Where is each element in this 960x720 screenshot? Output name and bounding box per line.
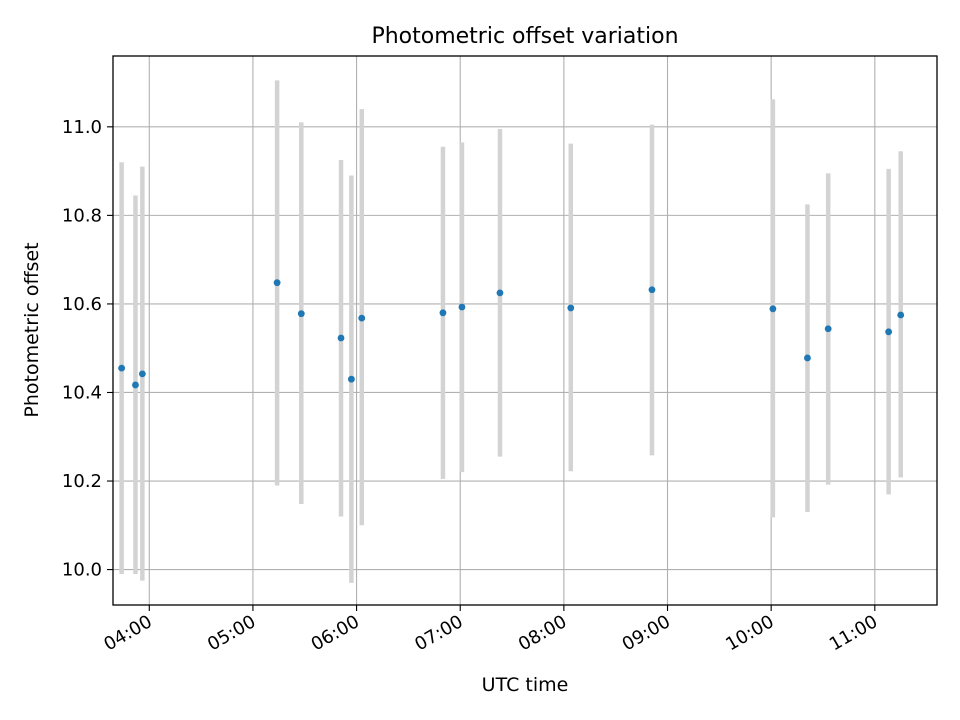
y-tick-label: 10.6 <box>62 294 102 315</box>
plot-frame <box>112 55 938 606</box>
data-point <box>297 310 305 318</box>
data-point <box>132 381 139 389</box>
data-point <box>824 325 832 333</box>
data-point <box>347 375 355 383</box>
y-tick-label: 10.0 <box>62 560 102 581</box>
data-point <box>769 305 777 313</box>
data-point <box>648 286 656 294</box>
y-tick-label: 10.8 <box>62 205 102 226</box>
data-point <box>458 303 466 311</box>
data-point <box>567 304 575 312</box>
data-point <box>337 334 345 342</box>
plot-area <box>112 55 938 606</box>
chart-title: Photometric offset variation <box>371 24 678 49</box>
data-point <box>118 364 126 372</box>
x-axis-label: UTC time <box>482 674 569 696</box>
y-tick-label: 10.2 <box>62 471 102 492</box>
data-point <box>138 370 146 378</box>
data-point <box>804 354 811 362</box>
y-tick-label: 10.4 <box>62 382 102 403</box>
y-axis-label: Photometric offset <box>21 242 43 417</box>
data-point <box>358 314 366 322</box>
y-tick-label: 11.0 <box>62 117 102 138</box>
data-point <box>885 328 893 336</box>
data-markers <box>118 279 905 389</box>
data-point <box>496 289 504 297</box>
plot-background <box>113 56 937 605</box>
data-point <box>439 309 447 317</box>
data-point <box>273 279 281 287</box>
y-axis-ticks: 10.0 10.2 10.4 10.6 10.8 11.0 <box>62 117 113 581</box>
data-point <box>897 311 905 319</box>
